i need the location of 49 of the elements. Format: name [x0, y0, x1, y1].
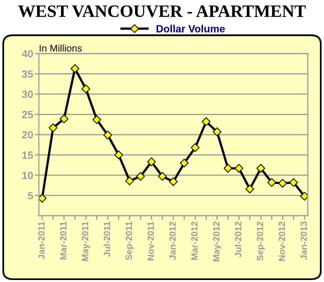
point: [125, 176, 134, 186]
x-tick-label: Sep-2011: [126, 222, 134, 260]
x-tick-label: Mar-2012: [191, 222, 198, 260]
point: [256, 164, 266, 173]
point: [190, 143, 200, 152]
y-tick-label: 5: [28, 192, 34, 200]
point: [38, 194, 47, 203]
x-tick-label: Sep-2012: [256, 222, 265, 261]
y-tick-label: 15: [22, 152, 34, 159]
y-tick-label: 20: [22, 131, 33, 139]
point: [70, 64, 80, 73]
point: [289, 178, 298, 187]
point: [224, 164, 232, 173]
x-tick-label: Nov-2011: [148, 222, 154, 260]
legend-label: Dollar Volume: [156, 24, 225, 32]
point: [136, 172, 145, 181]
point: [103, 130, 112, 140]
x-tick-label: Jul-2011: [104, 222, 110, 257]
point: [48, 123, 58, 132]
point: [158, 172, 167, 181]
x-tick-label: May-2012: [213, 222, 222, 262]
point: [168, 177, 178, 186]
point: [180, 158, 189, 168]
point: [212, 127, 222, 136]
point: [267, 178, 276, 187]
point: [246, 184, 254, 194]
y-tick-label: 10: [22, 172, 33, 180]
x-tick-label: Jan-2012: [169, 222, 176, 260]
x-tick-label: Jan-2011: [38, 222, 45, 260]
point: [114, 150, 124, 160]
x-tick-label: Mar-2011: [60, 222, 66, 260]
x-tick-label: May-2011: [82, 222, 90, 261]
y-tick-label: 25: [22, 110, 34, 118]
point: [82, 84, 90, 94]
point: [202, 117, 210, 126]
y-tick-label: 30: [22, 90, 33, 98]
point: [147, 157, 156, 166]
point: [60, 114, 68, 124]
y-axis-title: In Millions: [40, 44, 82, 52]
point: [234, 164, 244, 173]
y-tick-label: 35: [22, 70, 34, 78]
point: [92, 115, 102, 124]
chart-title: WEST VANCOUVER - APARTMENT: [18, 5, 306, 18]
x-tick-label: Nov-2012: [278, 222, 286, 261]
x-tick-label: Jan-2013: [300, 222, 307, 260]
x-tick-label: Jul-2012: [234, 222, 242, 258]
point: [300, 192, 308, 201]
y-tick-label: 40: [22, 50, 33, 58]
point: [278, 178, 288, 188]
